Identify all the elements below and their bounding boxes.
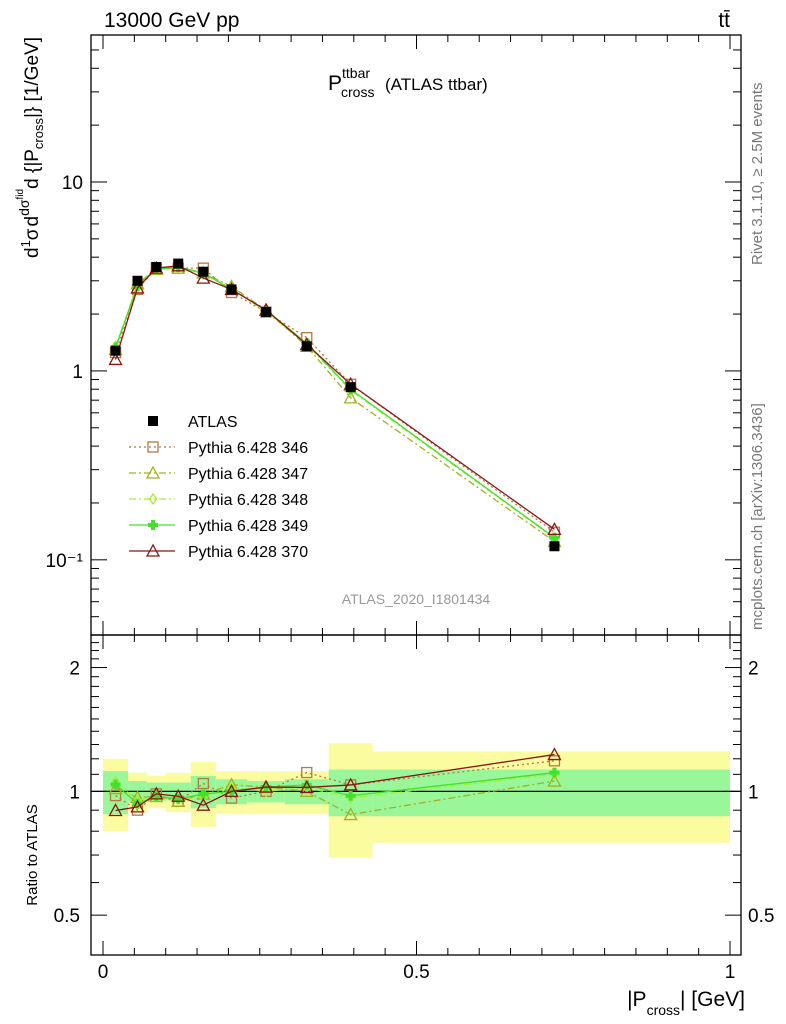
legend-label-346: Pythia 6.428 346 <box>188 440 308 457</box>
ratio-tick-label: 0.5 <box>54 906 80 927</box>
ratio-point-370 <box>258 779 274 793</box>
ratio-y-label: Ratio to ATLAS <box>24 804 41 905</box>
ratio-point-347 <box>547 773 562 787</box>
watermark: ATLAS_2020_I1801434 <box>342 591 491 607</box>
point-370 <box>547 521 562 535</box>
ratio-tick-label: 2 <box>69 659 80 680</box>
title-sub: cross <box>341 84 374 100</box>
ratio-point-370 <box>343 777 358 791</box>
y-tick-label: 10⁻¹ <box>46 551 84 572</box>
point-data <box>345 382 356 393</box>
point-370 <box>196 270 211 284</box>
ratio-tick-label-right: 2 <box>748 659 759 680</box>
ratio-point-370 <box>130 799 145 813</box>
ratio-line-346 <box>115 760 555 811</box>
y-tick-label: 1 <box>72 362 83 383</box>
point-370 <box>108 352 123 366</box>
ratio-point-349 <box>132 798 143 809</box>
ratio-point-346 <box>109 789 122 802</box>
ratio-tick-label-right: 0.5 <box>748 906 774 927</box>
legend-label-data: ATLAS <box>188 414 238 431</box>
series-line-349 <box>114 266 555 539</box>
ratio-point-370 <box>196 797 211 811</box>
svg-text:d1σddσfidd {|Pcross|} [1/GeV]: d1σddσfidd {|Pcross|} [1/GeV] <box>15 37 46 258</box>
point-data <box>110 345 121 356</box>
point-data <box>198 266 209 277</box>
point-data <box>549 541 560 552</box>
ratio-point-348 <box>261 785 271 798</box>
legend-label-347: Pythia 6.428 347 <box>188 466 308 483</box>
ratio-point-370 <box>224 783 239 798</box>
ratio-point-349 <box>173 793 184 804</box>
ratio-point-349 <box>549 767 560 778</box>
title-suffix: (ATLAS ttbar) <box>385 75 488 94</box>
ratio-point-370 <box>171 788 186 802</box>
ratio-tick-label: 1 <box>69 782 80 803</box>
main-panel: 10⁻¹ 1 10 <box>46 34 742 955</box>
legend-label-370: Pythia 6.428 370 <box>188 544 308 561</box>
title-sup: ttbar <box>342 65 370 81</box>
title-main: P <box>328 72 342 95</box>
ratio-point-370 <box>108 803 123 817</box>
header-left: 13000 GeV pp <box>104 9 239 32</box>
legend-marker-348 <box>148 492 158 506</box>
x-axis-label: |Pcross| [GeV] <box>627 988 745 1018</box>
point-data <box>173 258 184 269</box>
y-axis-label: d1σddσfidd {|Pcross|} [1/GeV] <box>15 37 46 258</box>
ratio-point-349 <box>301 779 312 790</box>
ratio-point-370 <box>299 780 314 794</box>
rivet-label: Rivet 3.1.10, ≥ 2.5M events <box>749 83 766 266</box>
legend-marker-data <box>148 416 158 426</box>
point-349 <box>132 281 143 292</box>
y-tick-label: 10 <box>62 173 83 194</box>
header-right: tt̄ <box>718 9 730 32</box>
legend-marker-347 <box>145 465 161 479</box>
ratio-line-370 <box>115 753 555 812</box>
legend-marker-370 <box>145 543 161 557</box>
point-370 <box>130 280 145 294</box>
ratio-point-347 <box>108 781 123 795</box>
mcplots-label: mcplots.cern.ch [arXiv:1306.3436] <box>749 403 766 630</box>
legend-label-348: Pythia 6.428 348 <box>188 492 308 509</box>
point-data <box>132 275 143 286</box>
point-data <box>261 307 272 318</box>
ratio-point-347 <box>299 783 314 798</box>
x-tick-label: 0.5 <box>403 962 429 983</box>
series-line-347 <box>114 267 555 543</box>
legend-marker-346 <box>147 441 159 453</box>
ratio-frame <box>90 634 742 956</box>
plot-title: Pttbar cross (ATLAS ttbar) <box>328 65 488 100</box>
ratio-point-370 <box>149 786 164 800</box>
legend-marker-349 <box>148 520 158 530</box>
ratio-point-347 <box>343 807 358 821</box>
legend: ATLAS Pythia 6.428 346 Pythia 6.428 347 Pyt… <box>129 414 308 561</box>
series-line-346 <box>114 267 555 533</box>
point-349 <box>549 532 560 543</box>
ratio-panel: 0 0.5 1 0.5 0.5 1 1 2 2 <box>54 634 774 983</box>
point-data <box>301 341 312 352</box>
ratio-line-347 <box>115 780 555 816</box>
svg-text:|Pcross| [GeV]: |Pcross| [GeV] <box>627 988 745 1018</box>
ratio-tick-label-right: 1 <box>748 782 759 803</box>
x-tick-label: 1 <box>725 962 736 983</box>
svg-text:Pttbar: Pttbar <box>328 65 370 95</box>
series-line-370 <box>114 265 555 530</box>
ratio-point-370 <box>547 747 562 761</box>
ratio-point-349 <box>110 779 121 790</box>
ratio-point-349 <box>151 791 162 802</box>
ratio-point-346 <box>548 755 561 767</box>
point-347 <box>343 390 358 404</box>
ratio-band-inner <box>372 769 730 817</box>
x-tick-label: 0 <box>98 962 109 983</box>
legend-label-349: Pythia 6.428 349 <box>188 518 308 535</box>
ratio-point-349 <box>198 789 209 800</box>
ratio-point-349 <box>345 790 356 801</box>
point-data <box>151 261 162 272</box>
point-data <box>226 284 237 295</box>
series-line-348 <box>114 266 555 539</box>
ratio-point-346 <box>301 766 313 779</box>
